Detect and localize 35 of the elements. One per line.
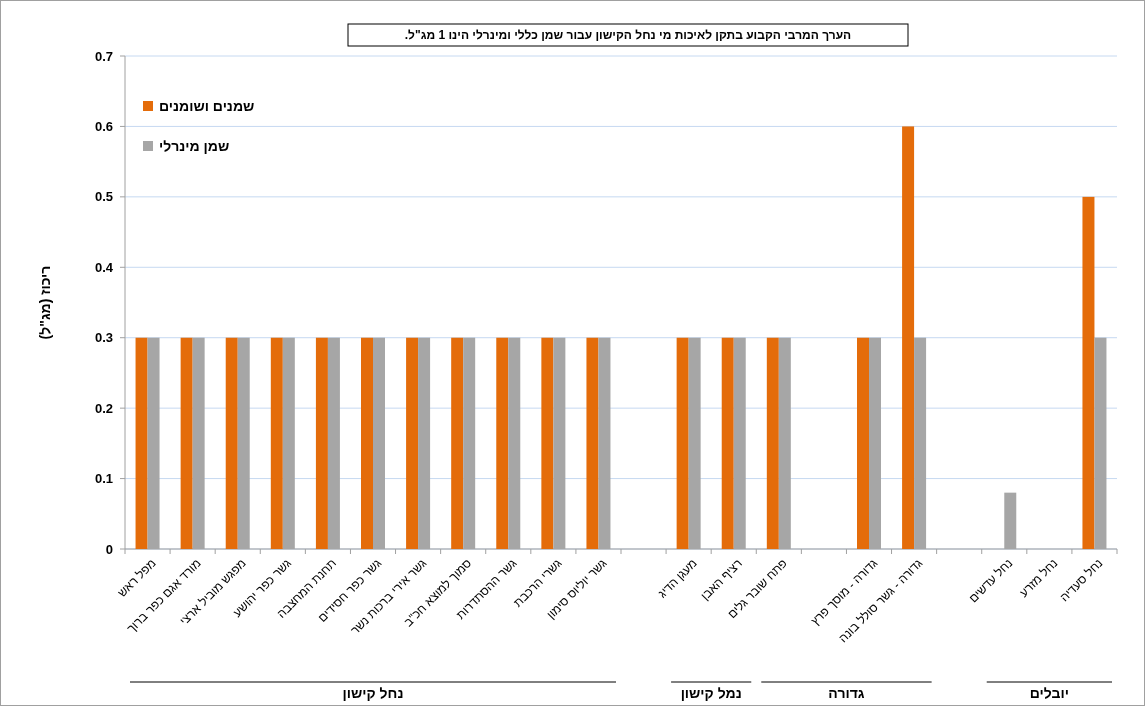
- bar: [270, 337, 283, 549]
- y-tick-label: 0.2: [94, 400, 113, 416]
- y-tick-label: 0: [105, 541, 113, 557]
- x-tick-label: נחל עדשים: [966, 556, 1016, 606]
- x-tick-label: מעגן הדיג: [655, 556, 700, 601]
- y-tick-label: 0.6: [94, 118, 113, 134]
- bar: [180, 337, 193, 549]
- y-axis-title: ריכוז (מג"ל): [37, 265, 53, 340]
- bar: [135, 337, 148, 549]
- bar: [766, 337, 779, 549]
- bar: [902, 126, 915, 549]
- bar: [1082, 196, 1095, 549]
- bar: [541, 337, 554, 549]
- bar: [496, 337, 509, 549]
- y-tick-label: 0.7: [94, 48, 113, 64]
- bar: [857, 337, 869, 549]
- bar: [586, 337, 599, 549]
- bar: [451, 337, 464, 549]
- bar: [225, 337, 238, 549]
- text: יובלים: [1029, 685, 1069, 701]
- text: גדורה: [828, 685, 865, 701]
- y-tick-label: 0.1: [94, 471, 113, 487]
- y-tick-label: 0.5: [94, 189, 113, 205]
- y-tick-label: 0.4: [94, 259, 114, 275]
- text: נמל קישון: [680, 685, 742, 701]
- chart-title: הערך המרבי הקבוע בתקן לאיכות מי נחל הקישון עבור שמן כללי ומינרלי הינו 1 מג"ל.: [404, 28, 852, 43]
- bar: [721, 337, 734, 549]
- bar: [676, 337, 689, 549]
- legend-label: שמן מינרלי: [159, 137, 230, 154]
- bar: [361, 337, 373, 549]
- legend-label: שמנים ושומנים: [159, 97, 255, 114]
- y-tick-label: 0.3: [94, 330, 113, 346]
- bar: [406, 337, 419, 549]
- text: נחל קישון: [342, 685, 404, 701]
- bar: [315, 337, 328, 549]
